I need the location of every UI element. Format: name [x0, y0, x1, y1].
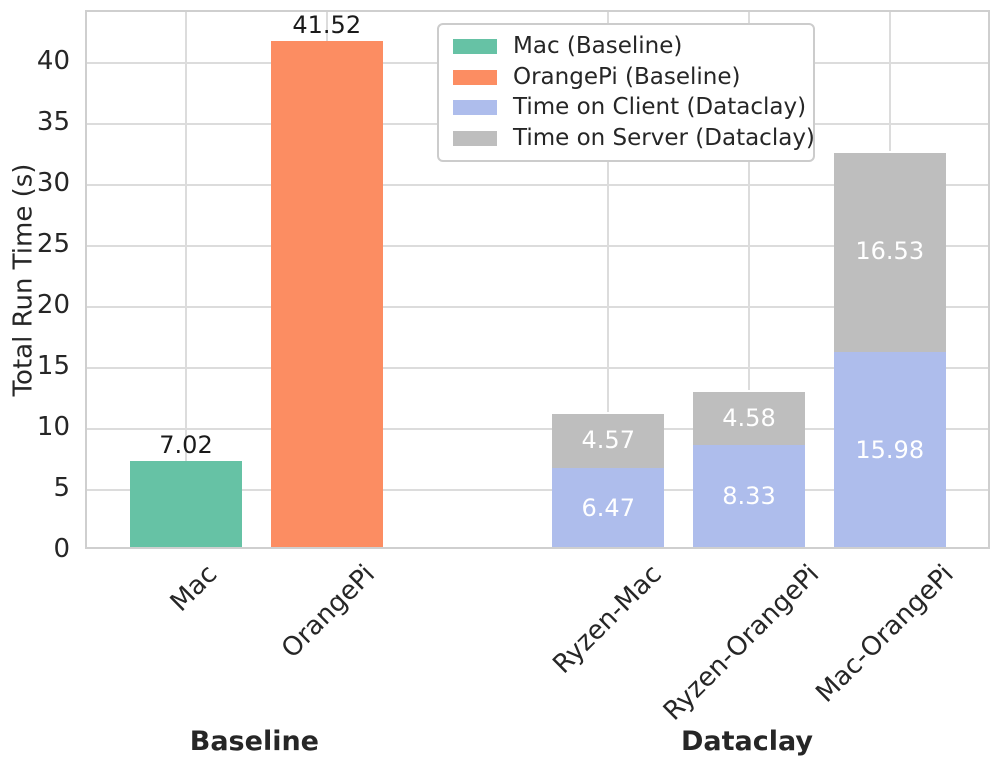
x-tick-label: Ryzen-OrangePi: [657, 559, 825, 727]
bar-value-label: 41.52: [292, 10, 362, 39]
legend-item: Mac (Baseline): [453, 31, 799, 62]
bar-value-label: 6.47: [581, 493, 635, 522]
bar-value-label: 4.58: [722, 403, 776, 432]
gridline-vertical: [185, 12, 187, 547]
bar-segment: 4.58: [693, 389, 805, 446]
legend-item-label: OrangePi (Baseline): [513, 63, 741, 90]
legend: Mac (Baseline) OrangePi (Baseline) Time on…: [437, 23, 815, 162]
bar-value-label: 4.57: [581, 426, 635, 455]
bar-segment: 4.57: [552, 412, 665, 469]
gridline-horizontal: [87, 367, 988, 370]
x-tick-label: Mac-OrangePi: [810, 559, 960, 709]
x-tick-label: Ryzen-Mac: [547, 559, 668, 680]
axis-group-label: Dataclay: [680, 726, 814, 757]
legend-color-swatch: [453, 69, 497, 85]
bar-segment: 15.98: [833, 352, 946, 547]
legend-item: OrangePi (Baseline): [453, 62, 799, 93]
bar-segment: [270, 40, 383, 547]
bar-segment: 16.53: [833, 150, 946, 353]
y-tick-label: 35: [36, 107, 70, 138]
y-tick-label: 10: [36, 412, 70, 443]
legend-item-label: Time on Server (Dataclay): [513, 125, 815, 152]
y-tick-label: 25: [36, 229, 70, 260]
gridline-horizontal: [87, 245, 988, 248]
gridline-horizontal: [87, 184, 988, 187]
gridline-horizontal: [87, 489, 988, 492]
legend-item: Time on Client (Dataclay): [453, 93, 806, 124]
bar-value-label: 16.53: [855, 237, 925, 266]
x-tick-label: OrangePi: [276, 559, 382, 665]
y-tick-label: 30: [36, 168, 70, 199]
y-tick-label: 40: [36, 46, 70, 77]
axis-group-label: Baseline: [189, 726, 319, 757]
gridline-horizontal: [87, 428, 988, 431]
gridline-horizontal: [87, 306, 988, 309]
gridline-vertical: [607, 12, 610, 547]
bar-value-label: 15.98: [855, 435, 925, 464]
legend-item-label: Time on Client (Dataclay): [513, 94, 807, 121]
legend-color-swatch: [453, 38, 497, 54]
y-tick-label: 20: [36, 290, 70, 321]
bar-segment: 8.33: [693, 445, 805, 547]
y-tick-label: 0: [53, 534, 70, 564]
y-axis-label-container: Total Run Time (s): [0, 10, 46, 549]
x-tick-label: Mac: [164, 559, 224, 618]
bar-value-label: 7.02: [159, 431, 213, 460]
legend-color-swatch: [453, 131, 497, 147]
legend-item-label: Mac (Baseline): [513, 32, 683, 59]
bar-segment: 6.47: [552, 468, 665, 547]
gridline-vertical: [748, 12, 750, 547]
bar-segment: [130, 461, 242, 547]
bar-value-label: 8.33: [722, 482, 776, 511]
y-tick-label: 15: [36, 351, 70, 382]
legend-item: Time on Server (Dataclay): [453, 123, 815, 154]
legend-color-swatch: [453, 100, 497, 116]
y-tick-label: 5: [53, 473, 70, 504]
